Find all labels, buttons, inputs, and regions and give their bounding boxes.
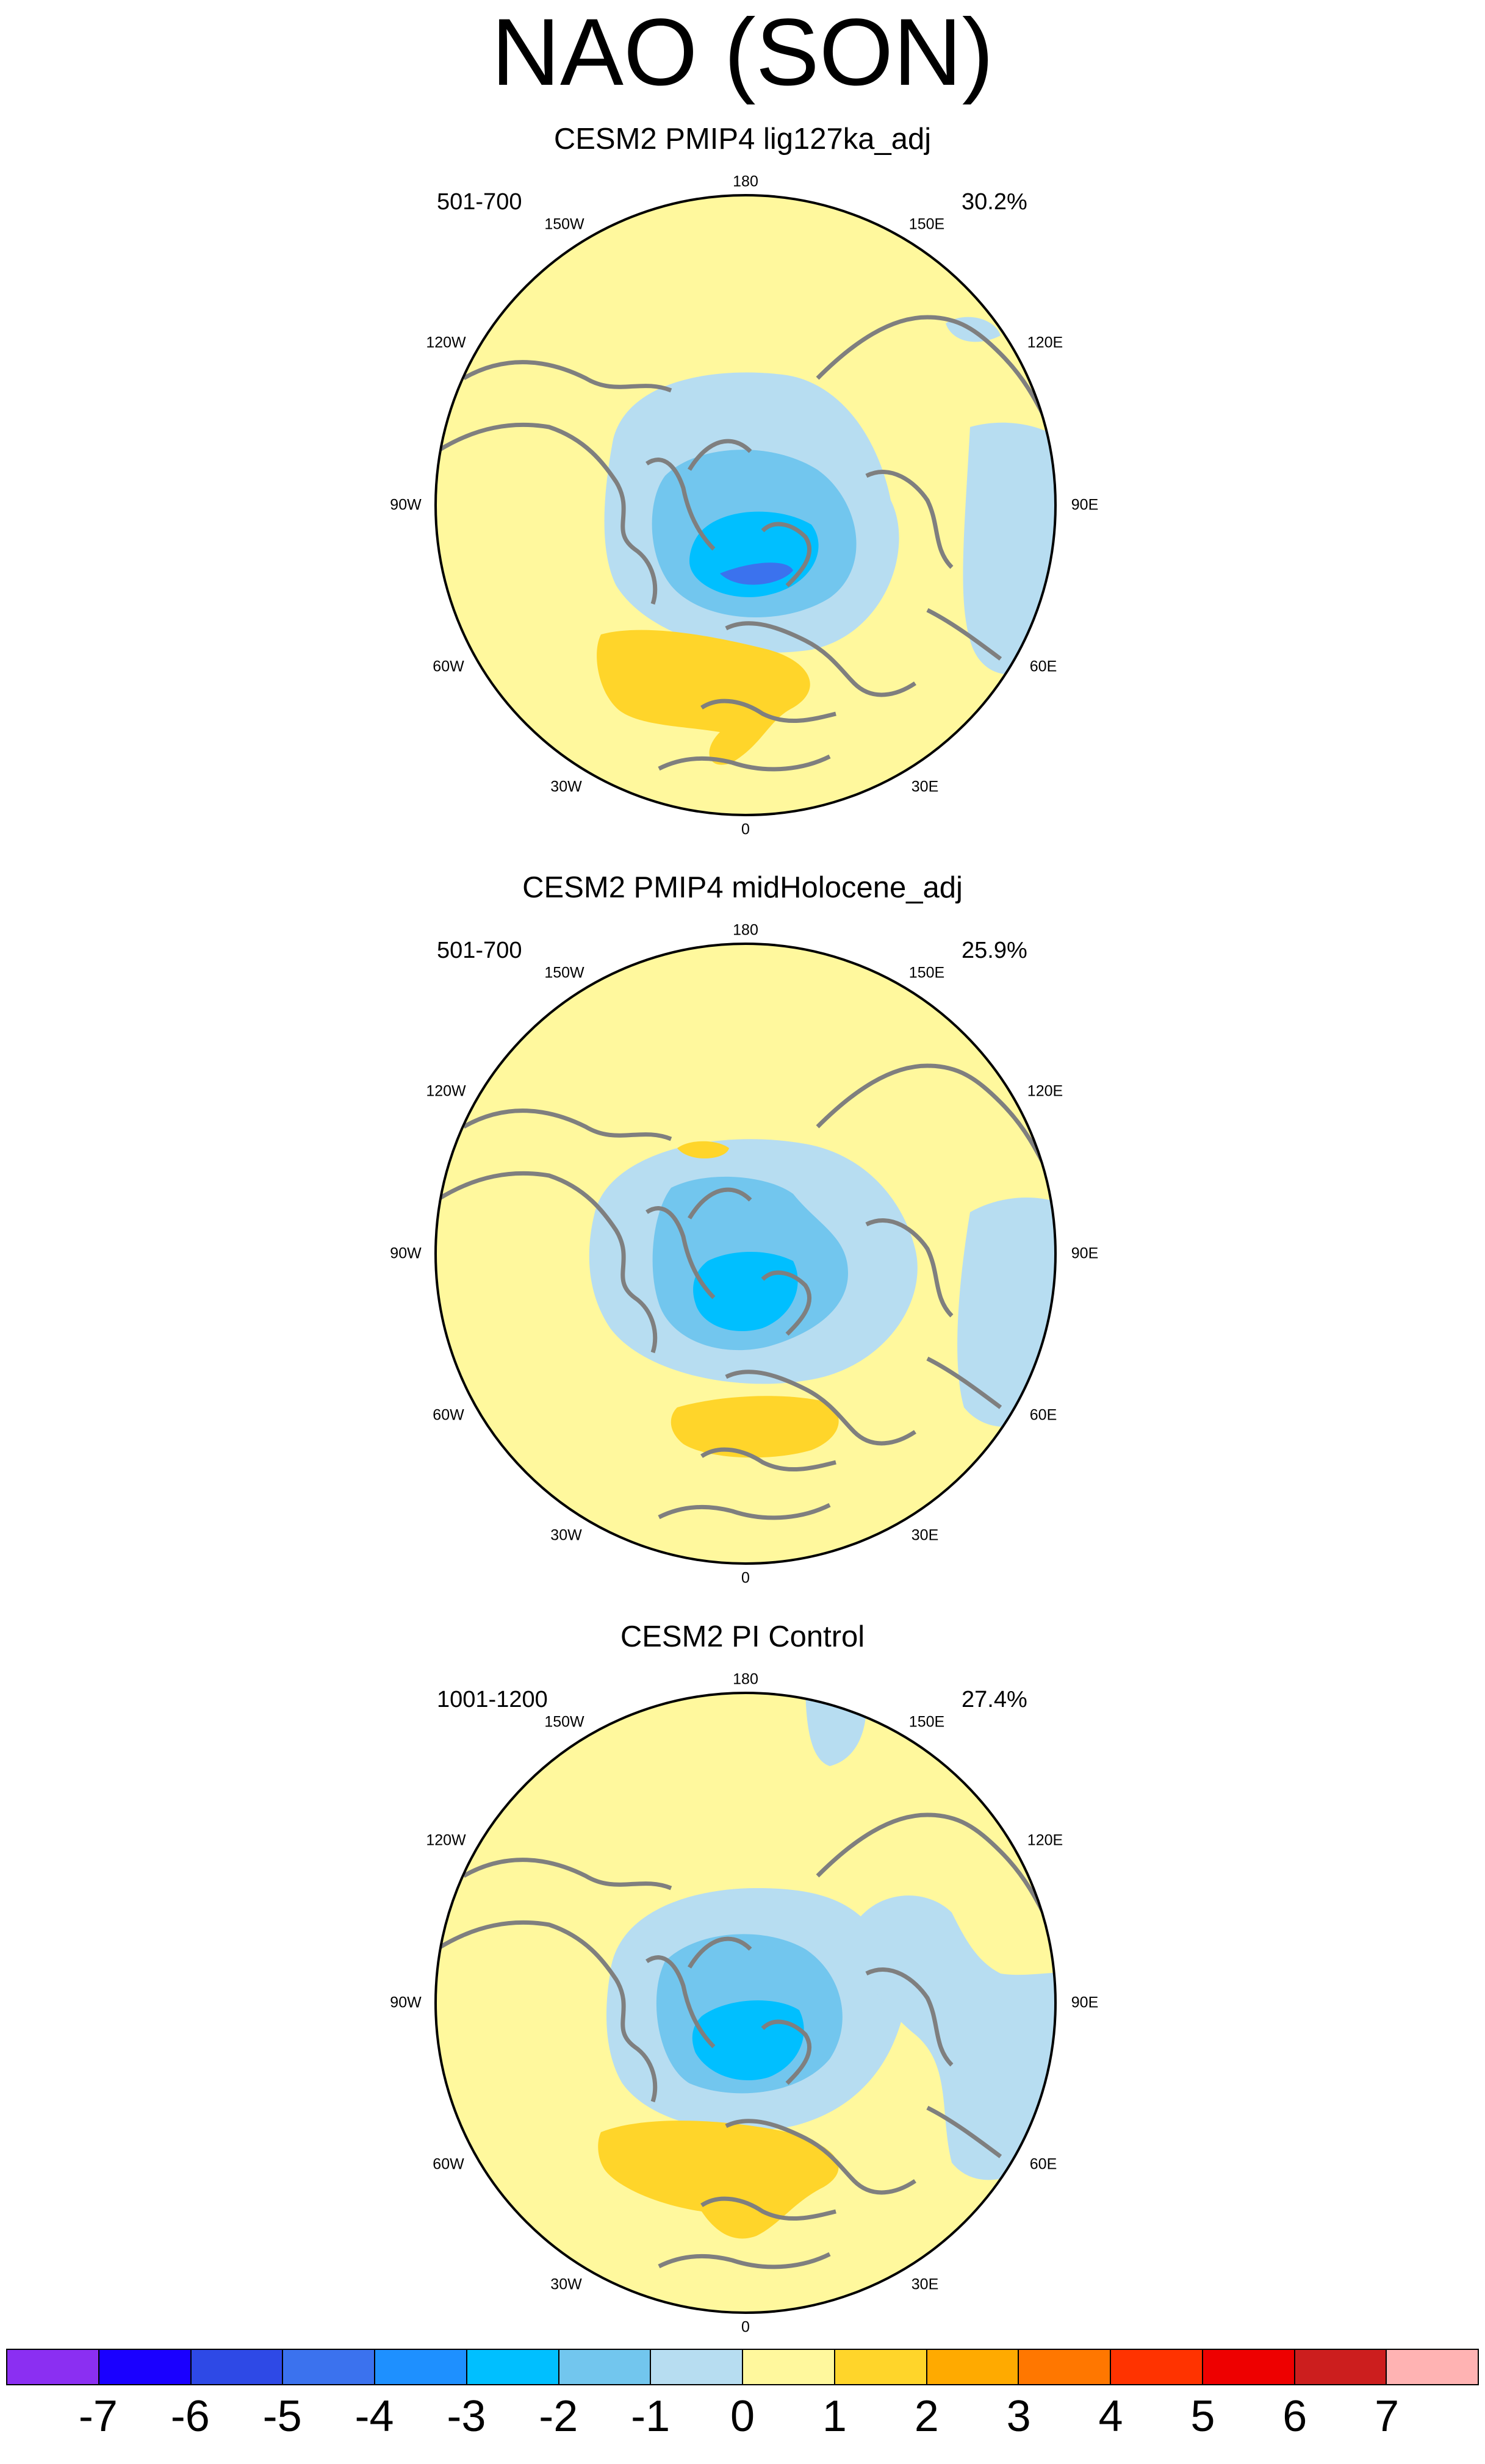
map-boundary [434, 194, 1057, 816]
colorbar-labels: -7 -6 -5 -4 -3 -2 -1 0 1 2 3 4 5 6 7 [6, 2394, 1479, 2449]
colorbar-tick-label: -6 [170, 2392, 210, 2441]
lon-label-90w: 90W [390, 1245, 422, 1262]
lon-label-0: 0 [741, 1569, 750, 1587]
colorbar-tick-label: 1 [822, 2392, 847, 2441]
map-boundary [434, 943, 1057, 1565]
map-boundary [434, 1692, 1057, 2314]
polar-map [434, 943, 1057, 1565]
colorbar-tick-label: 5 [1190, 2392, 1215, 2441]
lon-label-150e: 150E [908, 1713, 945, 1731]
colorbar-swatch [651, 2350, 743, 2384]
lon-label-0: 0 [741, 821, 750, 838]
figure-title: NAO (SON) [491, 0, 994, 106]
positive-anomaly-region [598, 2121, 839, 2239]
lon-label-0: 0 [741, 2318, 750, 2336]
colorbar-tick-label: 2 [914, 2392, 939, 2441]
colorbar-swatch [743, 2350, 835, 2384]
lon-label-60e: 60E [1029, 1406, 1057, 1424]
positive-anomaly-region [671, 1396, 839, 1458]
lon-label-30w: 30W [550, 778, 582, 796]
colorbar-tick-label: 7 [1375, 2392, 1400, 2441]
polar-map [434, 1692, 1057, 2314]
lon-label-30e: 30E [911, 2275, 939, 2293]
colorbar-tick-label: -1 [631, 2392, 671, 2441]
colorbar-tick-label: -7 [78, 2392, 118, 2441]
colorbar-tick-label: -5 [262, 2392, 302, 2441]
negative-anomaly-region [957, 1198, 1055, 1427]
lon-label-90e: 90E [1071, 496, 1099, 514]
colorbar-swatch [467, 2350, 559, 2384]
lon-label-60w: 60W [433, 2155, 464, 2173]
colorbar-tick-label: 4 [1098, 2392, 1123, 2441]
colorbar-swatch [283, 2350, 375, 2384]
lon-label-90e: 90E [1071, 1245, 1099, 1262]
positive-anomaly-region [597, 630, 810, 765]
colorbar-tick-label: -3 [447, 2392, 486, 2441]
polar-map [434, 194, 1057, 816]
lon-label-180: 180 [733, 173, 758, 190]
lon-label-120w: 120W [426, 1831, 466, 1849]
colorbar-swatch [1387, 2350, 1478, 2384]
map-panel-2: CESM2 PMIP4 midHolocene_adj 501-700 25.9… [0, 749, 1485, 1590]
colorbar-swatch [1295, 2350, 1387, 2384]
lon-label-90w: 90W [390, 1994, 422, 2011]
colorbar-tick-label: -4 [354, 2392, 394, 2441]
lon-label-60w: 60W [433, 1406, 464, 1424]
lon-label-120w: 120W [426, 334, 466, 351]
lon-label-150w: 150W [544, 1713, 584, 1731]
coastlines [436, 1812, 1052, 2269]
colorbar-swatch [1111, 2350, 1203, 2384]
panel-title: CESM2 PMIP4 midHolocene_adj [522, 871, 963, 904]
lon-label-30e: 30E [911, 1526, 939, 1544]
lon-label-120w: 120W [426, 1082, 466, 1100]
lon-label-60w: 60W [433, 658, 464, 675]
colorbar-swatch [1203, 2350, 1295, 2384]
colorbar-swatch [559, 2350, 652, 2384]
colorbar-swatch [375, 2350, 467, 2384]
lon-label-90w: 90W [390, 496, 422, 514]
lon-label-60e: 60E [1029, 658, 1057, 675]
positive-anomaly-region [677, 1141, 729, 1158]
year-range: 501-700 [437, 189, 522, 215]
panel-title: CESM2 PI Control [620, 1620, 865, 1653]
lon-label-180: 180 [733, 1670, 758, 1688]
coastlines [436, 315, 1052, 772]
year-range: 1001-1200 [437, 1687, 548, 1712]
lon-label-120e: 120E [1027, 334, 1063, 351]
coastlines [436, 1063, 1052, 1520]
year-range: 501-700 [437, 938, 522, 963]
colorbar-swatch [191, 2350, 284, 2384]
variance-explained: 25.9% [962, 938, 1027, 963]
colorbar-tick-label: 6 [1282, 2392, 1307, 2441]
lon-label-180: 180 [733, 921, 758, 939]
lon-label-150e: 150E [908, 215, 945, 233]
lon-label-150w: 150W [544, 215, 584, 233]
lon-label-90e: 90E [1071, 1994, 1099, 2011]
colorbar-tick-label: -2 [539, 2392, 578, 2441]
lon-label-30w: 30W [550, 2275, 582, 2293]
lon-label-120e: 120E [1027, 1831, 1063, 1849]
colorbar-tick-label: 0 [730, 2392, 755, 2441]
map-panel-3: CESM2 PI Control 1001-1200 27.4% 180 150… [0, 1498, 1485, 2340]
variance-explained: 27.4% [962, 1687, 1027, 1712]
lon-label-30e: 30E [911, 778, 939, 796]
map-panel-1: CESM2 PMIP4 lig127ka_adj 501-700 30.2% 1… [0, 0, 1485, 842]
lon-label-150e: 150E [908, 964, 945, 982]
lon-label-60e: 60E [1029, 2155, 1057, 2173]
colorbar [6, 2349, 1479, 2385]
lon-label-150w: 150W [544, 964, 584, 982]
colorbar-swatch [7, 2350, 99, 2384]
colorbar-tick-label: 3 [1006, 2392, 1031, 2441]
colorbar-swatch [1019, 2350, 1111, 2384]
colorbar-swatch [99, 2350, 192, 2384]
negative-anomaly-region [720, 562, 793, 585]
lon-label-120e: 120E [1027, 1082, 1063, 1100]
negative-anomaly-region [963, 422, 1055, 675]
variance-explained: 30.2% [962, 189, 1027, 215]
colorbar-swatch [927, 2350, 1019, 2384]
lon-label-30w: 30W [550, 1526, 582, 1544]
colorbar-swatch [835, 2350, 927, 2384]
panel-title: CESM2 PMIP4 lig127ka_adj [553, 123, 932, 156]
